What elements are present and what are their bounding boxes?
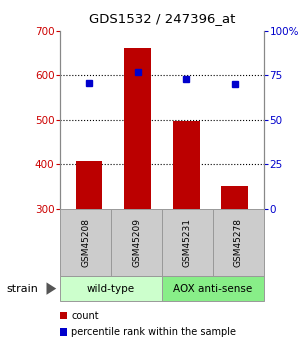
Bar [124,48,151,209]
Text: GSM45231: GSM45231 [183,218,192,267]
Text: percentile rank within the sample: percentile rank within the sample [71,327,236,337]
Text: wild-type: wild-type [87,284,135,294]
Bar [76,161,103,209]
Polygon shape [46,282,56,295]
Text: GSM45278: GSM45278 [234,218,243,267]
Text: strain: strain [6,284,38,294]
Text: GSM45209: GSM45209 [132,218,141,267]
Text: AOX anti-sense: AOX anti-sense [173,284,253,294]
Text: GSM45208: GSM45208 [81,218,90,267]
Bar [221,186,248,209]
Bar [173,121,200,209]
Text: count: count [71,311,99,321]
Text: GDS1532 / 247396_at: GDS1532 / 247396_at [89,12,235,25]
